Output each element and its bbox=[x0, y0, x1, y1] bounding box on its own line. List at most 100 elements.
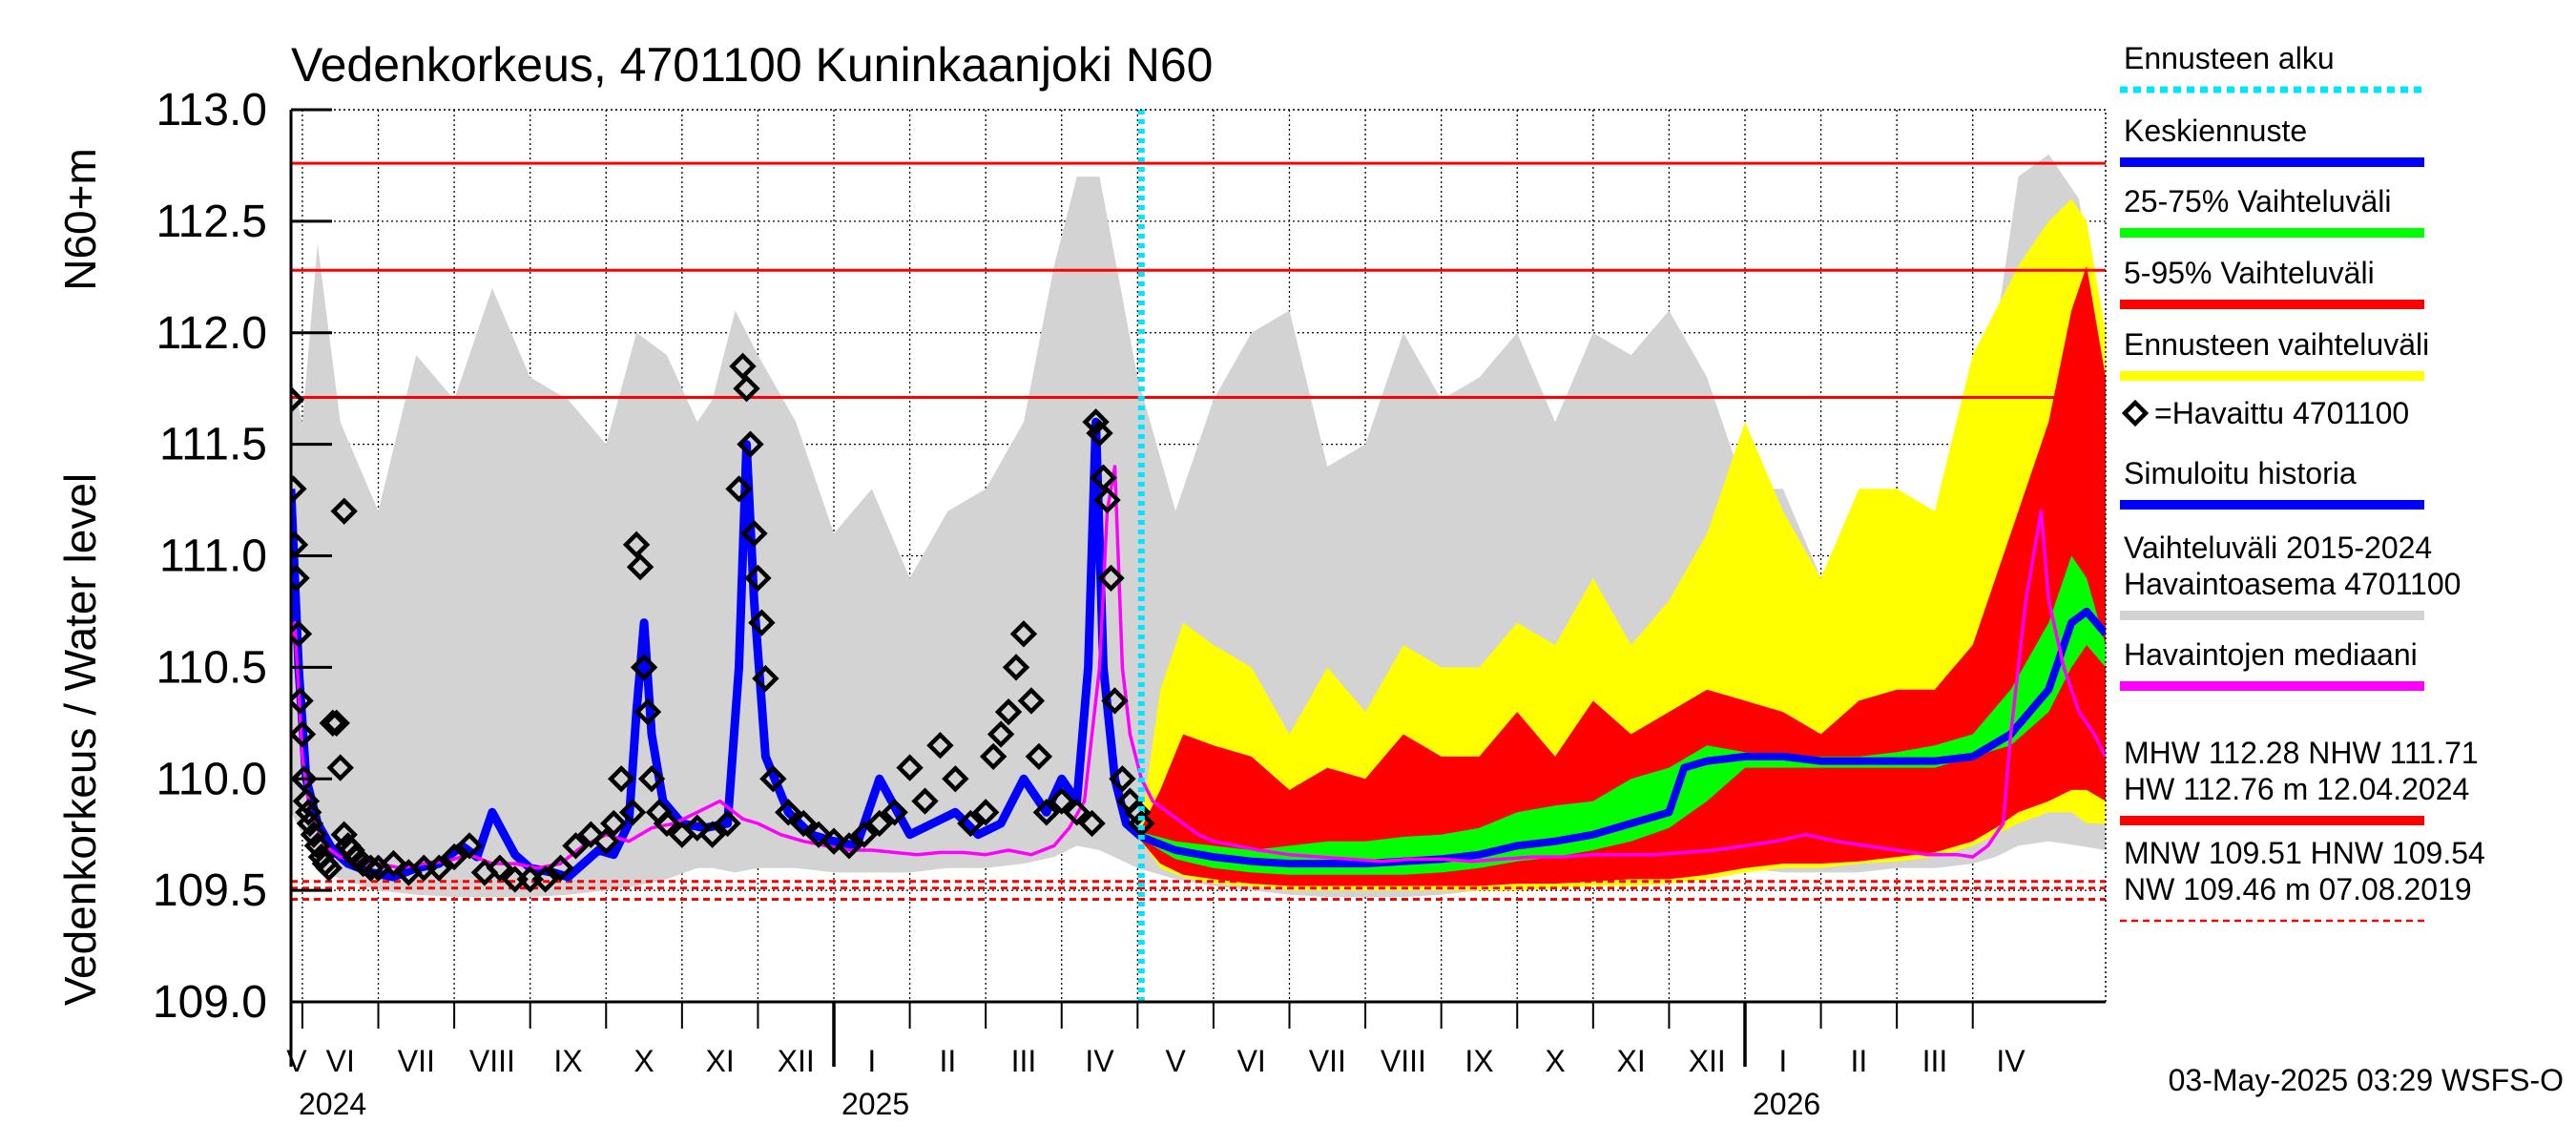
observed-point bbox=[486, 854, 514, 882]
x-month-label: VII bbox=[1309, 1044, 1346, 1078]
observed-point bbox=[622, 531, 651, 558]
legend: Ennusteen alku Keskiennuste 25-75% Vaihtel… bbox=[2120, 41, 2485, 923]
observed-point bbox=[296, 809, 324, 838]
forecast-mean-line bbox=[1139, 607, 2106, 868]
plot-area bbox=[291, 110, 2106, 1002]
x-month-label: X bbox=[1545, 1044, 1565, 1078]
observed-point bbox=[291, 564, 310, 593]
observed-point bbox=[380, 849, 407, 878]
observed-point bbox=[291, 385, 305, 414]
observed-point bbox=[300, 821, 328, 848]
observed-point bbox=[775, 799, 802, 826]
observed-point bbox=[881, 799, 908, 826]
observed-point bbox=[326, 754, 354, 781]
observed-point bbox=[789, 809, 818, 838]
observed-point bbox=[531, 865, 559, 893]
y-tick-label: 110.0 bbox=[156, 754, 267, 804]
observed-point bbox=[737, 430, 764, 458]
observed-point bbox=[804, 821, 833, 848]
x-month-label: IV bbox=[1085, 1044, 1114, 1078]
observed-point bbox=[426, 854, 453, 882]
legend-label: Vaihteluväli 2015-2024 bbox=[2124, 531, 2432, 565]
observed-point bbox=[714, 809, 741, 838]
observed-point bbox=[618, 799, 647, 826]
observed-point bbox=[1048, 787, 1075, 815]
observed-point bbox=[295, 799, 322, 826]
x-month-label: VII bbox=[398, 1044, 435, 1078]
observed-point bbox=[1109, 765, 1136, 793]
observed-point bbox=[1090, 464, 1117, 491]
observed-point bbox=[759, 765, 787, 793]
legend-label: MHW 112.28 NHW 111.71 bbox=[2124, 736, 2479, 770]
observed-point bbox=[820, 827, 848, 855]
observed-point bbox=[1017, 687, 1046, 715]
x-month-label: II bbox=[1850, 1044, 1867, 1078]
observed-point bbox=[1101, 687, 1129, 715]
observed-point bbox=[850, 821, 879, 848]
x-month-label: X bbox=[634, 1044, 654, 1078]
observed-point bbox=[896, 754, 924, 781]
legend-label: NW 109.46 m 07.08.2019 bbox=[2124, 872, 2472, 906]
y-tick-label: 109.0 bbox=[153, 977, 267, 1028]
legend-label: 25-75% Vaihteluväli bbox=[2124, 184, 2391, 219]
y-tick-label: 112.5 bbox=[156, 197, 267, 247]
observed-point bbox=[1078, 809, 1106, 838]
observed-point bbox=[994, 697, 1023, 726]
observed-point bbox=[942, 765, 969, 793]
legend-label: Keskiennuste bbox=[2124, 114, 2307, 148]
observed-point bbox=[357, 854, 384, 882]
observed-point bbox=[957, 809, 985, 838]
legend-swatch bbox=[2121, 399, 2150, 427]
observed-point bbox=[637, 765, 666, 793]
x-month-label: IX bbox=[1465, 1044, 1493, 1078]
observed-point bbox=[683, 814, 711, 842]
observed-point bbox=[926, 732, 954, 760]
observed-point bbox=[740, 519, 768, 548]
x-month-label: XII bbox=[778, 1044, 815, 1078]
observed-point bbox=[979, 742, 1008, 771]
observed-point bbox=[1097, 564, 1125, 593]
observed-point bbox=[1032, 799, 1061, 826]
observed-point bbox=[291, 687, 314, 715]
observed-point bbox=[911, 787, 939, 815]
observed-point bbox=[291, 720, 317, 748]
observed-point bbox=[1009, 620, 1038, 648]
observed-point bbox=[607, 765, 635, 793]
observed-point bbox=[835, 832, 863, 860]
x-month-label: XI bbox=[1616, 1044, 1645, 1078]
observed-point bbox=[1025, 742, 1053, 771]
observed-point bbox=[1002, 654, 1030, 681]
y-axis-unit-label: N60+m bbox=[55, 148, 105, 291]
legend-label: Havaintojen mediaani bbox=[2124, 637, 2418, 672]
observed-point bbox=[698, 821, 726, 848]
observed-point bbox=[729, 352, 757, 380]
legend-label: =Havaittu 4701100 bbox=[2154, 396, 2409, 430]
observed-point bbox=[562, 832, 590, 860]
x-month-label: VI bbox=[326, 1044, 355, 1078]
observed-point bbox=[626, 553, 654, 581]
x-month-label: II bbox=[939, 1044, 956, 1078]
simulated-history-line bbox=[291, 417, 1145, 882]
observed-point bbox=[725, 475, 753, 503]
y-axis-label: Vedenkorkeus / Water level bbox=[55, 473, 105, 1006]
observed-point bbox=[600, 809, 628, 838]
observed-point bbox=[748, 609, 776, 636]
x-month-label: VI bbox=[1237, 1044, 1266, 1078]
observed-point bbox=[1086, 419, 1113, 448]
y-tick-label: 111.5 bbox=[159, 420, 267, 470]
x-year-label: 2025 bbox=[841, 1087, 909, 1121]
x-month-label: III bbox=[1011, 1044, 1037, 1078]
legend-label: MNW 109.51 HNW 109.54 bbox=[2124, 836, 2485, 870]
legend-label: Ennusteen alku bbox=[2124, 41, 2335, 75]
x-month-label: IV bbox=[1996, 1044, 2025, 1078]
y-tick-label: 113.0 bbox=[156, 85, 267, 135]
x-year-label: 2024 bbox=[299, 1087, 366, 1121]
forecast-5-95-band bbox=[1141, 265, 2106, 886]
y-tick-label: 112.0 bbox=[156, 308, 267, 359]
x-month-label: XI bbox=[706, 1044, 735, 1078]
y-tick-label: 110.5 bbox=[156, 642, 267, 693]
observed-point bbox=[291, 475, 307, 503]
x-month-label: I bbox=[1778, 1044, 1787, 1078]
observed-point bbox=[577, 821, 605, 848]
